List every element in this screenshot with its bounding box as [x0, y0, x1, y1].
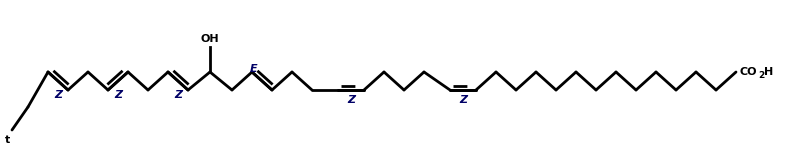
- Text: OH: OH: [200, 34, 219, 44]
- Text: E: E: [250, 64, 258, 74]
- Text: Z: Z: [459, 95, 467, 105]
- Text: Z: Z: [347, 95, 355, 105]
- Text: Z: Z: [114, 90, 122, 100]
- Text: 2: 2: [758, 71, 764, 80]
- Text: Z: Z: [174, 90, 182, 100]
- Text: Z: Z: [54, 90, 62, 100]
- Text: CO: CO: [739, 67, 757, 77]
- Text: t: t: [5, 135, 10, 145]
- Text: H: H: [764, 67, 774, 77]
